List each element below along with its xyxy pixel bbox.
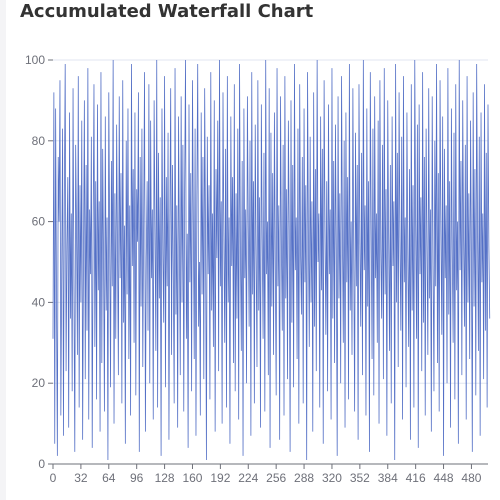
x-tick-label: 160	[182, 471, 202, 485]
series-line	[52, 59, 491, 460]
x-tick-label: 224	[238, 471, 258, 485]
y-tick-label: 60	[32, 215, 46, 229]
y-tick-label: 100	[25, 53, 45, 67]
x-tick-label: 288	[294, 471, 314, 485]
x-tick-label: 32	[74, 471, 88, 485]
x-tick-label: 416	[406, 471, 426, 485]
x-tick-label: 320	[322, 471, 342, 485]
x-tick-label: 256	[266, 471, 286, 485]
y-tick-label: 80	[32, 134, 46, 148]
x-tick-label: 0	[50, 471, 57, 485]
x-tick-label: 64	[102, 471, 116, 485]
x-tick-label: 96	[130, 471, 144, 485]
chart-title: Accumulated Waterfall Chart	[20, 1, 314, 22]
x-tick-label: 448	[434, 471, 454, 485]
y-tick-label: 0	[38, 457, 45, 471]
x-tick-label: 192	[210, 471, 230, 485]
y-tick-label: 40	[32, 295, 46, 309]
x-tick-label: 128	[155, 471, 175, 485]
y-tick-label: 20	[32, 376, 46, 390]
x-tick-label: 384	[378, 471, 398, 485]
x-tick-label: 480	[461, 471, 481, 485]
x-tick-label: 352	[350, 471, 370, 485]
